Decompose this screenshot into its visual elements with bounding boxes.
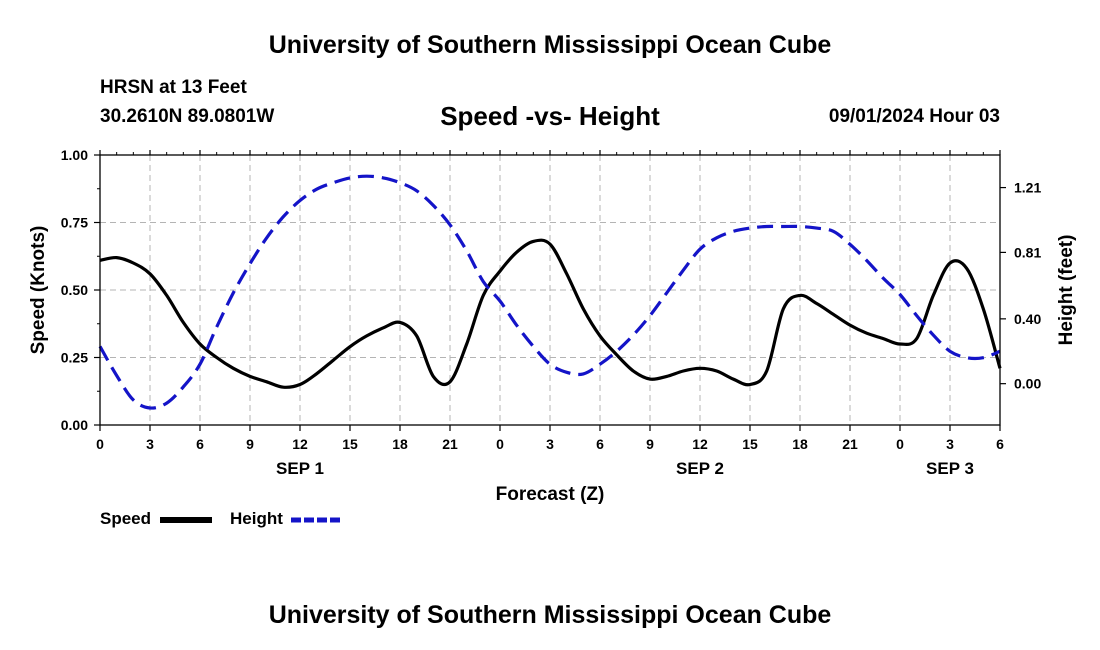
y-left-tick-label: 0.00 (61, 417, 88, 433)
x-tick-label: 12 (292, 436, 308, 452)
x-tick-label: 3 (946, 436, 954, 452)
y-right-tick-label: 0.40 (1014, 311, 1041, 327)
y-right-tick-label: 0.81 (1014, 244, 1041, 260)
footer-title: University of Southern Mississippi Ocean… (268, 601, 832, 629)
y-right-axis-label: Height (feet) (1056, 235, 1077, 346)
axes: 0 3 6 9 12 15 18 21 0 3 6 9 12 15 18 21 0 3 6 0.00 0.25 0.50 0… (28, 147, 1077, 505)
x-tick-label: 3 (546, 436, 554, 452)
y-left-tick-label: 0.25 (61, 350, 88, 366)
coordinates-label: 30.2610N 89.0801W (100, 106, 275, 127)
x-tick-label: 12 (692, 436, 708, 452)
x-tick-label: 18 (392, 436, 408, 452)
x-tick-label: 6 (596, 436, 604, 452)
x-tick-label: 15 (742, 436, 758, 452)
day-label: SEP 2 (676, 459, 724, 478)
day-label: SEP 1 (276, 459, 324, 478)
x-tick-label: 9 (246, 436, 254, 452)
y-left-tick-label: 1.00 (61, 147, 88, 163)
y-right-tick-label: 0.00 (1014, 376, 1041, 392)
y-left-tick-label: 0.75 (61, 215, 88, 231)
x-tick-label: 18 (792, 436, 808, 452)
y-left-tick-label: 0.50 (61, 282, 88, 298)
y-left-axis-label: Speed (Knots) (28, 226, 49, 355)
grid (100, 155, 1000, 425)
x-tick-label: 3 (146, 436, 154, 452)
forecast-datetime: 09/01/2024 Hour 03 (828, 106, 1000, 127)
page-title: University of Southern Mississippi Ocean… (268, 31, 832, 59)
legend-speed-label: Speed (100, 509, 152, 528)
series-line-height (98, 174, 1001, 410)
x-tick-label: 21 (442, 436, 458, 452)
y-right-tick-label: 1.21 (1014, 180, 1041, 196)
x-tick-label: 9 (646, 436, 654, 452)
x-tick-label: 0 (496, 436, 504, 452)
series-line-speed (99, 238, 1002, 389)
x-tick-label: 0 (896, 436, 904, 452)
x-axis-label: Forecast (Z) (496, 484, 605, 505)
legend-height-label: Height (230, 509, 283, 528)
x-tick-label: 6 (996, 436, 1004, 452)
series-layer (98, 174, 1002, 410)
x-tick-label: 21 (842, 436, 858, 452)
day-label: SEP 3 (926, 459, 974, 478)
x-tick-label: 0 (96, 436, 104, 452)
x-tick-label: 15 (342, 436, 358, 452)
chart-title: Speed -vs- Height (440, 101, 660, 131)
station-label: HRSN at 13 Feet (100, 77, 247, 98)
x-tick-label: 6 (196, 436, 204, 452)
